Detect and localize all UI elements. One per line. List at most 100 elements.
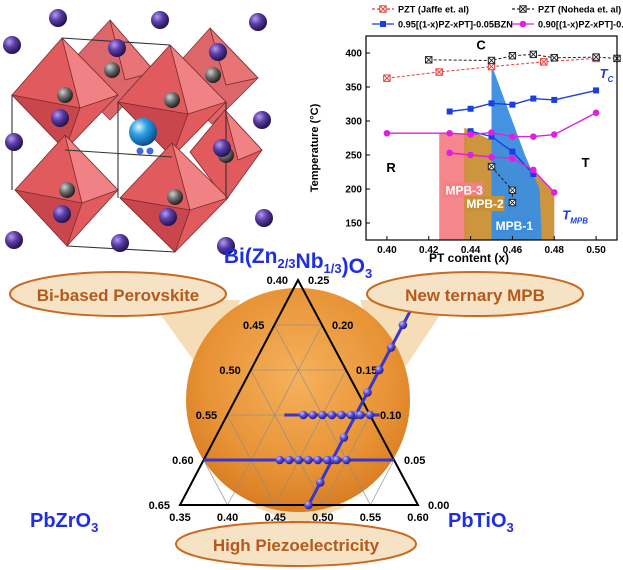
x-tick-label: 0.42 bbox=[419, 245, 439, 256]
legend-label: 0.95[(1-x)PZ-xPT]-0.05BZN bbox=[398, 20, 513, 30]
grid-line bbox=[370, 459, 395, 506]
composition-point bbox=[386, 343, 396, 352]
legend-label: PZT (Jaffe et. al) bbox=[398, 5, 469, 15]
data-point bbox=[592, 109, 600, 117]
series-0-95bzn-tc bbox=[446, 87, 600, 115]
data-point bbox=[593, 87, 600, 94]
annotation-t: T bbox=[582, 155, 590, 170]
legend-marker-cross bbox=[519, 5, 527, 13]
left-tick-label: 0.40 bbox=[267, 275, 288, 287]
x-axis-label: PT content (x) bbox=[429, 251, 509, 265]
data-point bbox=[488, 133, 495, 140]
bottom-tick-label: 0.45 bbox=[264, 512, 285, 524]
data-point bbox=[550, 189, 558, 196]
data-point bbox=[530, 133, 537, 140]
composition-point bbox=[313, 455, 323, 465]
vertex-label-pbtio3: PbTiO3 bbox=[448, 510, 514, 535]
region-label-mpb-3: MPB-3 bbox=[445, 183, 483, 197]
mpb-regions bbox=[439, 64, 555, 240]
data-point-cross bbox=[383, 74, 391, 82]
region-mpb-1 bbox=[491, 64, 542, 240]
annotation-tmpb: TMPB bbox=[562, 208, 588, 226]
data-point-cross bbox=[488, 57, 495, 64]
data-point bbox=[488, 153, 495, 161]
bottom-tick-label: 0.60 bbox=[407, 512, 428, 524]
region-label-mpb-2: MPB-2 bbox=[466, 197, 504, 211]
data-point-cross bbox=[530, 51, 537, 58]
y-tick-label: 150 bbox=[345, 219, 362, 230]
legend-item: PZT (Noheda et. al) bbox=[512, 5, 621, 15]
right-tick-label: 0.20 bbox=[332, 320, 353, 332]
composition-point bbox=[308, 410, 318, 420]
data-point bbox=[446, 108, 453, 115]
composition-point bbox=[304, 455, 313, 465]
data-point bbox=[551, 96, 558, 103]
x-axis-ticks: 0.40 0.42 0.44 0.46 0.48 0.50 bbox=[377, 236, 606, 256]
y-axis-label: Temperature (°C) bbox=[309, 103, 321, 192]
data-point-cross bbox=[425, 56, 433, 64]
legend-marker bbox=[519, 20, 527, 28]
composition-point bbox=[323, 455, 332, 465]
y-tick-label: 250 bbox=[345, 151, 362, 162]
series-0-90bzn-mpb bbox=[446, 149, 558, 196]
svg-text:Bi-based Perovskite: Bi-based Perovskite bbox=[37, 286, 200, 305]
legend-item: 0.90[(1-x)PZ-xPT]-0.10BZN bbox=[512, 20, 623, 30]
svg-text:New ternary MPB: New ternary MPB bbox=[405, 286, 545, 305]
bottom-tick-label: 0.55 bbox=[360, 512, 381, 524]
composition-point bbox=[339, 433, 349, 442]
y-tick-label: 350 bbox=[345, 83, 362, 94]
svg-text:High Piezoelectricity: High Piezoelectricity bbox=[213, 536, 380, 555]
data-point bbox=[530, 166, 537, 174]
callout-new-ternary-mpb: New ternary MPB bbox=[366, 271, 584, 317]
series-line bbox=[449, 152, 555, 193]
right-tick-label: 0.00 bbox=[428, 500, 449, 512]
data-point bbox=[488, 100, 495, 107]
region-label-bg bbox=[443, 182, 484, 198]
composition-point bbox=[299, 410, 308, 420]
data-point bbox=[446, 149, 453, 157]
perovskite-crystal-structure bbox=[3, 9, 273, 255]
composition-point bbox=[363, 388, 372, 397]
central-a-site-atom bbox=[129, 118, 157, 155]
x-tick-label: 0.46 bbox=[503, 245, 523, 256]
series-pzt-noheda-et-al bbox=[425, 50, 621, 65]
data-point bbox=[530, 95, 537, 102]
data-point-cross bbox=[540, 58, 548, 66]
right-tick-label: 0.25 bbox=[308, 275, 329, 287]
left-tick-label: 0.45 bbox=[243, 320, 264, 332]
grid-line bbox=[274, 369, 347, 506]
composition-point bbox=[346, 410, 356, 420]
legend-item: 0.95[(1-x)PZ-xPT]-0.05BZN bbox=[372, 20, 513, 30]
region-label-mpb-1: MPB-1 bbox=[496, 219, 534, 233]
y-axis-ticks: 150 200 250 300 350 400 bbox=[345, 49, 370, 230]
composition-point bbox=[365, 410, 375, 420]
region-label-bg bbox=[464, 196, 505, 212]
left-tick-label: 0.65 bbox=[149, 500, 170, 512]
data-point-cross bbox=[488, 63, 495, 70]
annotation-tc: TC bbox=[600, 66, 614, 84]
y-tick-label: 200 bbox=[345, 185, 362, 196]
vertex-label-bzn: Bi(Zn2/3Nb1/3)O3 bbox=[224, 245, 372, 281]
bottom-tick-label: 0.35 bbox=[169, 512, 190, 524]
phase-diagram-chart: 0.40 0.42 0.44 0.46 0.48 0.50 150 200 250 300 350… bbox=[309, 5, 623, 266]
plot-frame bbox=[365, 35, 618, 241]
composition-point bbox=[375, 365, 384, 375]
data-point bbox=[550, 131, 558, 138]
data-point-cross bbox=[509, 52, 516, 60]
data-point-cross bbox=[509, 199, 516, 206]
x-tick-label: 0.44 bbox=[461, 245, 481, 256]
composition-points bbox=[275, 298, 420, 510]
composition-point bbox=[318, 410, 327, 420]
data-point bbox=[509, 133, 516, 140]
legend-item: PZT (Jaffe et. al) bbox=[372, 5, 469, 15]
data-point bbox=[467, 105, 474, 112]
data-point bbox=[509, 101, 516, 108]
data-point bbox=[446, 129, 453, 137]
data-point bbox=[383, 129, 391, 137]
data-point bbox=[467, 128, 474, 135]
data-point bbox=[488, 129, 495, 136]
bottom-tick-label: 0.50 bbox=[312, 512, 333, 524]
composition-point bbox=[316, 478, 325, 487]
